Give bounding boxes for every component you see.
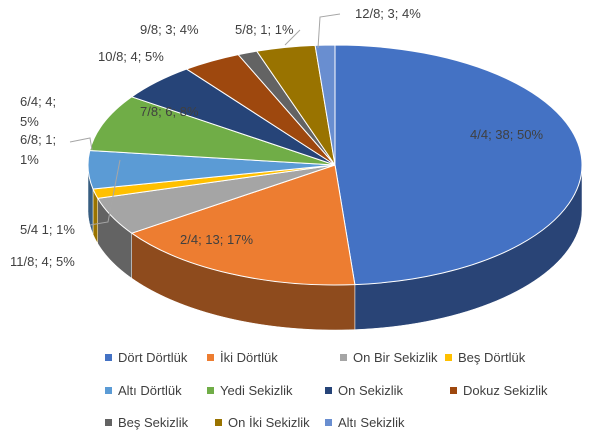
legend-label: Beş Dörtlük: [458, 350, 526, 365]
legend-item: On İki Sekizlik: [215, 415, 310, 430]
data-label: 6/8; 1; 1%: [20, 132, 57, 167]
data-label: 11/8; 4; 5%: [10, 254, 75, 269]
leader-line: [89, 159, 121, 226]
legend-item: Beş Sekizlik: [105, 415, 188, 430]
slice: [314, 44, 336, 166]
slice: [89, 96, 336, 166]
slice: [130, 164, 356, 286]
data-label: 7/8; 6; 8%: [140, 104, 199, 119]
legend-swatch: [105, 354, 112, 361]
slice-tops: [87, 44, 583, 286]
legend-label: Yedi Sekizlik: [220, 383, 293, 398]
legend-item: On Sekizlik: [325, 383, 403, 398]
legend-label: Dokuz Sekizlik: [463, 383, 548, 398]
data-label: 4/4; 38; 50%: [470, 127, 543, 142]
data-label: 10/8; 4; 5%: [98, 49, 164, 64]
leader-line: [284, 29, 301, 46]
legend-label: On İki Sekizlik: [228, 415, 310, 430]
legend-swatch: [445, 354, 452, 361]
legend-label: Dört Dörtlük: [118, 350, 188, 365]
legend-item: On Bir Sekizlik: [340, 350, 438, 365]
data-label: 9/8; 3; 4%: [140, 22, 199, 37]
data-label: 2/4; 13; 17%: [180, 232, 253, 247]
legend-label: Beş Sekizlik: [118, 415, 189, 430]
data-label: 5/4 1; 1%: [20, 222, 75, 237]
legend-swatch: [325, 419, 332, 426]
legend-item: Beş Dörtlük: [445, 350, 525, 365]
leader-line: [69, 137, 93, 151]
legend-item: İki Dörtlük: [207, 350, 278, 365]
legend-item: Dokuz Sekizlik: [450, 383, 548, 398]
legend-swatch: [105, 419, 112, 426]
legend-label: İki Dörtlük: [220, 350, 278, 365]
legend-swatch: [207, 387, 214, 394]
legend-label: Altı Dörtlük: [118, 383, 182, 398]
data-label: 12/8; 3; 4%: [355, 6, 421, 21]
legend-label: Altı Sekizlik: [338, 415, 405, 430]
legend-item: Dört Dörtlük: [105, 350, 187, 365]
legend-swatch: [215, 419, 222, 426]
leader-line: [317, 13, 341, 49]
legend-swatch: [105, 387, 112, 394]
data-label: 6/4; 4; 5%: [20, 94, 57, 129]
legend-swatch: [450, 387, 457, 394]
data-label: 5/8; 1; 1%: [235, 22, 294, 37]
legend-label: On Bir Sekizlik: [353, 350, 438, 365]
legend-swatch: [340, 354, 347, 361]
side-walls: [87, 164, 583, 331]
slice: [334, 44, 583, 286]
legend-item: Altı Dörtlük: [105, 383, 182, 398]
legend-item: Yedi Sekizlik: [207, 383, 293, 398]
legend-label: On Sekizlik: [338, 383, 404, 398]
legend-item: Altı Sekizlik: [325, 415, 404, 430]
legend-swatch: [325, 387, 332, 394]
legend-swatch: [207, 354, 214, 361]
